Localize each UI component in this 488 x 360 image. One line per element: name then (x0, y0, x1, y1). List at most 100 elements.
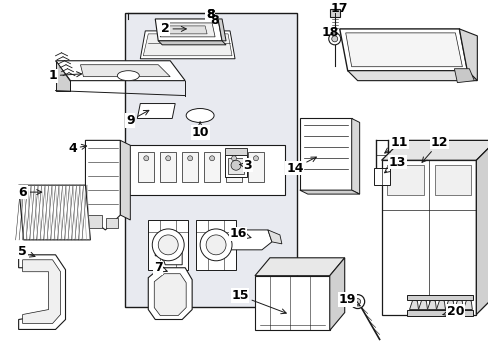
Polygon shape (22, 260, 61, 324)
Polygon shape (148, 220, 188, 270)
Polygon shape (418, 298, 427, 310)
Polygon shape (143, 34, 232, 56)
Bar (224, 155, 246, 177)
Text: 7: 7 (154, 261, 167, 274)
Text: 8: 8 (205, 9, 214, 22)
Circle shape (152, 229, 184, 261)
Text: 12: 12 (421, 136, 447, 162)
Circle shape (331, 36, 337, 42)
Text: 3: 3 (239, 159, 252, 172)
Circle shape (209, 156, 214, 161)
Text: 8: 8 (205, 9, 214, 22)
Circle shape (328, 33, 340, 45)
Polygon shape (160, 23, 215, 37)
Polygon shape (148, 268, 192, 319)
Circle shape (230, 160, 241, 170)
Polygon shape (339, 29, 467, 71)
Polygon shape (458, 29, 476, 81)
Polygon shape (299, 190, 359, 194)
Polygon shape (19, 185, 90, 240)
Polygon shape (196, 220, 236, 270)
Text: 2: 2 (161, 22, 186, 35)
Circle shape (205, 235, 225, 255)
Text: 20: 20 (442, 305, 463, 318)
Ellipse shape (117, 71, 139, 81)
Text: 18: 18 (321, 26, 338, 39)
Polygon shape (165, 26, 207, 34)
Bar (225, 152, 242, 182)
Polygon shape (381, 160, 475, 315)
Bar (329, 9, 339, 17)
Bar (160, 152, 176, 182)
Bar (386, 165, 424, 195)
Ellipse shape (186, 108, 214, 122)
Circle shape (165, 156, 170, 161)
Text: 1: 1 (48, 69, 81, 82)
Polygon shape (254, 276, 329, 330)
Text: 16: 16 (229, 228, 250, 240)
Polygon shape (408, 298, 418, 310)
Bar (227, 158, 244, 174)
Circle shape (354, 298, 360, 305)
Polygon shape (88, 215, 102, 228)
Text: 13: 13 (384, 156, 406, 173)
Text: 6: 6 (18, 186, 41, 199)
Circle shape (187, 156, 192, 161)
Polygon shape (427, 298, 436, 310)
Polygon shape (329, 258, 344, 330)
Polygon shape (351, 118, 359, 194)
Bar (299, 118, 351, 190)
Text: 17: 17 (330, 3, 348, 15)
Polygon shape (345, 33, 462, 67)
Polygon shape (85, 140, 120, 230)
Circle shape (350, 294, 364, 309)
Text: 8: 8 (210, 14, 218, 27)
Circle shape (143, 156, 148, 161)
Polygon shape (106, 218, 118, 228)
Polygon shape (381, 140, 488, 160)
Circle shape (231, 156, 236, 161)
Text: 4: 4 (68, 142, 86, 155)
Bar (247, 152, 264, 182)
Bar (125, 13, 296, 307)
Polygon shape (81, 65, 170, 77)
Text: 10: 10 (191, 122, 208, 139)
Bar (203, 152, 220, 182)
Polygon shape (463, 298, 471, 310)
Polygon shape (445, 298, 453, 310)
Bar (406, 310, 472, 315)
Text: 5: 5 (18, 245, 35, 258)
Polygon shape (120, 140, 130, 220)
Polygon shape (140, 31, 235, 59)
Circle shape (158, 235, 178, 255)
Polygon shape (128, 145, 285, 195)
Text: 15: 15 (231, 289, 285, 314)
Polygon shape (224, 230, 271, 250)
Polygon shape (56, 61, 70, 91)
Polygon shape (347, 71, 476, 81)
Polygon shape (453, 69, 473, 83)
Polygon shape (453, 298, 463, 310)
Polygon shape (224, 148, 246, 155)
Polygon shape (254, 258, 344, 276)
Polygon shape (436, 298, 445, 310)
Circle shape (253, 156, 258, 161)
Bar (182, 152, 198, 182)
Text: 14: 14 (285, 157, 316, 175)
Polygon shape (373, 168, 389, 185)
Polygon shape (154, 274, 186, 315)
Text: 9: 9 (126, 111, 148, 127)
Polygon shape (158, 41, 225, 45)
Polygon shape (155, 248, 182, 265)
Polygon shape (218, 19, 225, 41)
Bar (406, 294, 472, 300)
Polygon shape (475, 140, 488, 315)
Polygon shape (137, 104, 175, 118)
Bar (435, 165, 470, 195)
Text: 11: 11 (384, 136, 407, 153)
Polygon shape (155, 19, 222, 41)
Polygon shape (267, 230, 281, 244)
Text: 19: 19 (338, 293, 360, 306)
Polygon shape (56, 61, 185, 81)
Circle shape (200, 229, 232, 261)
